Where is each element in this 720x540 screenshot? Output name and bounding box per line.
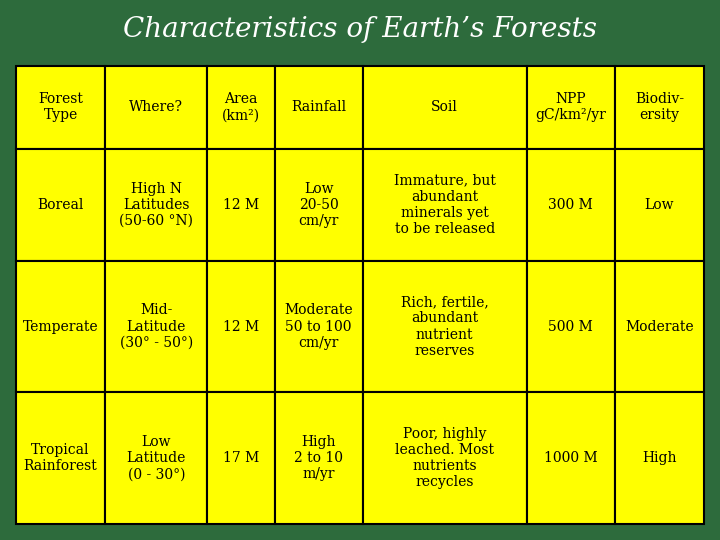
Bar [16,148,105,261]
Text: Boreal: Boreal [37,198,84,212]
Text: High: High [642,451,677,465]
Text: Low
20-50
cm/yr: Low 20-50 cm/yr [299,181,339,228]
Bar [105,66,207,148]
Text: Poor, highly
leached. Most
nutrients
recycles: Poor, highly leached. Most nutrients rec… [395,427,494,489]
Bar [526,148,615,261]
Text: Moderate
50 to 100
cm/yr: Moderate 50 to 100 cm/yr [284,303,353,350]
Bar [615,148,704,261]
Bar [207,392,274,524]
Text: Temperate: Temperate [23,320,99,334]
Text: 300 M: 300 M [548,198,593,212]
Text: 12 M: 12 M [223,198,259,212]
Text: Where?: Where? [130,100,184,114]
Bar [526,392,615,524]
Text: 1000 M: 1000 M [544,451,598,465]
Text: Soil: Soil [431,100,458,114]
Bar [363,66,526,148]
Text: Forest
Type: Forest Type [38,92,83,123]
Text: Low: Low [644,198,674,212]
Text: Rich, fertile,
abundant
nutrient
reserves: Rich, fertile, abundant nutrient reserve… [401,295,489,358]
Bar [105,261,207,392]
Bar [16,261,105,392]
Bar [274,148,363,261]
Bar [615,66,704,148]
Text: High N
Latitudes
(50-60 °N): High N Latitudes (50-60 °N) [120,181,193,228]
Bar [363,261,526,392]
Bar [207,66,274,148]
Bar [105,148,207,261]
Bar [274,392,363,524]
Text: NPP
gC/km²/yr: NPP gC/km²/yr [535,92,606,123]
Bar [526,261,615,392]
Bar [207,261,274,392]
Text: 500 M: 500 M [548,320,593,334]
Bar [274,66,363,148]
Bar [526,66,615,148]
Text: Immature, but
abundant
minerals yet
to be released: Immature, but abundant minerals yet to b… [394,173,495,236]
Bar [207,148,274,261]
Text: High
2 to 10
m/yr: High 2 to 10 m/yr [294,435,343,481]
Bar [105,392,207,524]
Text: 17 M: 17 M [222,451,259,465]
Text: Area
(km²): Area (km²) [222,92,260,123]
Bar [16,392,105,524]
Text: Biodiv-
ersity: Biodiv- ersity [635,92,684,123]
Text: Mid-
Latitude
(30° - 50°): Mid- Latitude (30° - 50°) [120,303,193,350]
Text: Rainfall: Rainfall [291,100,346,114]
Bar [363,148,526,261]
Bar [615,261,704,392]
Text: Moderate: Moderate [625,320,694,334]
Text: Low
Latitude
(0 - 30°): Low Latitude (0 - 30°) [127,435,186,481]
Bar [363,392,526,524]
Text: Tropical
Rainforest: Tropical Rainforest [24,443,97,473]
Text: 12 M: 12 M [223,320,259,334]
Bar [274,261,363,392]
Bar [615,392,704,524]
Bar [16,66,105,148]
Text: Characteristics of Earth’s Forests: Characteristics of Earth’s Forests [123,16,597,43]
